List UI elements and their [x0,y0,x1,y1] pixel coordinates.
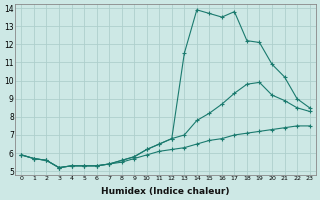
X-axis label: Humidex (Indice chaleur): Humidex (Indice chaleur) [101,187,230,196]
